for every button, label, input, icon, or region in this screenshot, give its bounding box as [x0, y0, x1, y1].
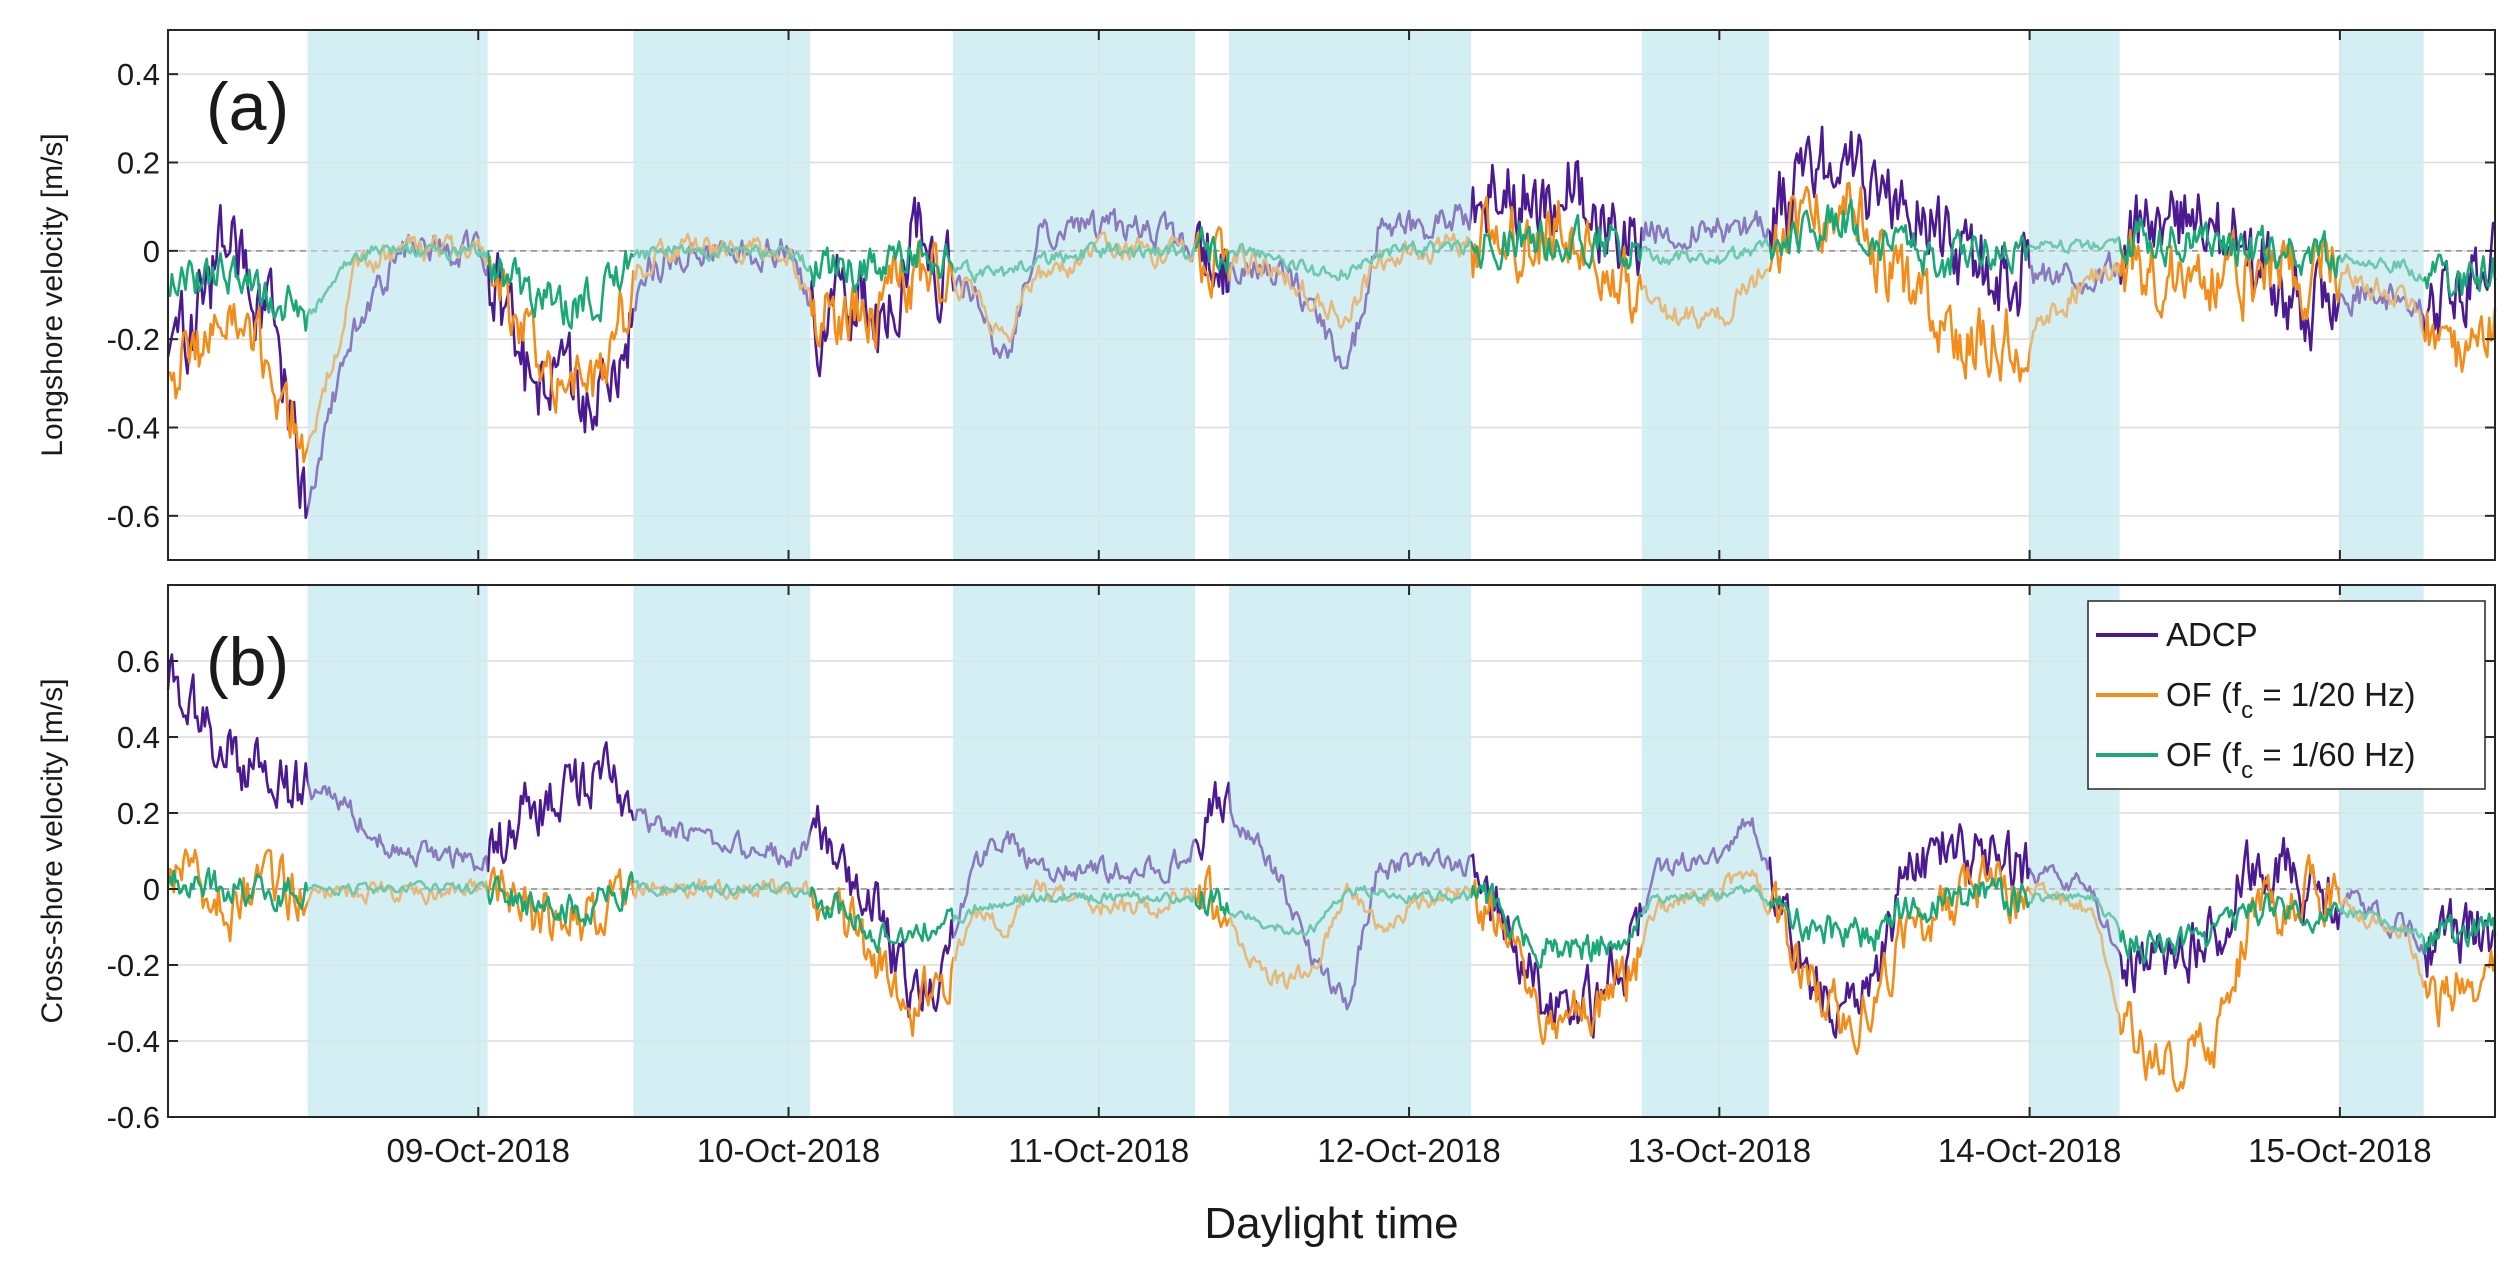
series-line-of-1-20hz [166, 848, 2497, 1093]
y-tick-label: 0.4 [117, 57, 160, 92]
y-tick-label: -0.6 [107, 499, 160, 534]
y-tick-label: 0.2 [117, 146, 160, 181]
daylight-band-5 [1641, 30, 1769, 560]
y-axis-label-b: Cross-shore velocity [m/s] [36, 678, 69, 1023]
series-line-adcp [166, 125, 2497, 520]
daylight-overlay [1641, 30, 1769, 560]
legend: ADCP OF (fc = 1/20 Hz) OF (fc = 1/60 Hz) [2087, 600, 2486, 790]
daylight-band-2 [633, 30, 811, 560]
x-tick-label: 15-Oct-2018 [2248, 1132, 2431, 1169]
series-line-of-1-60hz [166, 867, 2497, 969]
y-ticks-a: -0.6 -0.4 -0.2 0 0.2 0.4 [107, 57, 2495, 534]
series-group-b [166, 585, 2497, 1117]
y-tick-label: -0.2 [107, 948, 160, 983]
x-ticks-b: 09-Oct-2018 10-Oct-2018 11-Oct-2018 12-Oct-… [387, 585, 2432, 1169]
y-tick-label: 0.6 [117, 644, 160, 679]
daylight-band-4 [1229, 30, 1472, 560]
daylight-overlay [1641, 585, 1769, 1117]
x-tick-label: 12-Oct-2018 [1317, 1132, 1500, 1169]
y-tick-label: 0.4 [117, 720, 160, 755]
panel-b-cross-shore: -0.6 -0.4 -0.2 0 0.2 0.4 0.6 09-Oct-2018 10-Oct… [36, 584, 2497, 1169]
x-tick-label: 10-Oct-2018 [697, 1132, 880, 1169]
axes-frame-a [167, 29, 2496, 561]
daylight-band-3 [952, 30, 1195, 560]
x-axis-label: Daylight time [1204, 1199, 1458, 1248]
daylight-overlay [307, 585, 488, 1117]
series-line-of-1-60hz [166, 198, 2497, 332]
series-line-of-1-20hz [167, 181, 2497, 464]
y-tick-label: 0.2 [117, 796, 160, 831]
daylight-overlay [2029, 30, 2120, 560]
daylight-shading-b [307, 585, 2424, 1117]
daylight-overlay [952, 585, 1195, 1117]
x-tick-label: 09-Oct-2018 [387, 1132, 570, 1169]
daylight-shading-a [307, 30, 2424, 560]
series-line-adcp [166, 653, 2496, 1039]
x-ticks-a [477, 30, 2341, 560]
daylight-band-3 [952, 585, 1195, 1117]
x-tick-label: 11-Oct-2018 [1008, 1132, 1189, 1169]
panel-label-b: (b) [206, 624, 289, 700]
daylight-overlay [2339, 30, 2424, 560]
y-tick-label: -0.6 [107, 1100, 160, 1135]
y-axis-label-a: Longshore velocity [m/s] [36, 133, 69, 456]
daylight-overlay [633, 585, 811, 1117]
daylight-overlay [1229, 30, 1472, 560]
x-tick-label: 14-Oct-2018 [1938, 1132, 2121, 1169]
y-tick-label: 0 [143, 872, 160, 907]
daylight-band-5 [1641, 585, 1769, 1117]
daylight-overlay [1229, 585, 1472, 1117]
y-tick-label: 0 [143, 234, 160, 269]
y-tick-label: -0.4 [107, 1024, 160, 1059]
panel-label-a: (a) [206, 69, 289, 145]
legend-label: OF (fc = 1/60 Hz) [2166, 736, 2415, 784]
y-tick-label: -0.2 [107, 322, 160, 357]
axes-frame-b [167, 584, 2496, 1118]
y-ticks-b: -0.6 -0.4 -0.2 0 0.2 0.4 0.6 [107, 644, 2495, 1135]
daylight-overlay [307, 30, 488, 560]
series-group-a [166, 30, 2497, 560]
x-tick-label: 13-Oct-2018 [1628, 1132, 1811, 1169]
legend-label: OF (fc = 1/20 Hz) [2166, 676, 2415, 724]
panel-a-longshore: -0.6 -0.4 -0.2 0 0.2 0.4 (a) Longshore veloci… [36, 29, 2497, 561]
daylight-band-1 [307, 30, 488, 560]
daylight-overlay [633, 30, 811, 560]
daylight-band-4 [1229, 585, 1472, 1117]
y-tick-label: -0.4 [107, 411, 160, 446]
daylight-overlay [952, 30, 1195, 560]
legend-label: ADCP [2166, 616, 2258, 653]
